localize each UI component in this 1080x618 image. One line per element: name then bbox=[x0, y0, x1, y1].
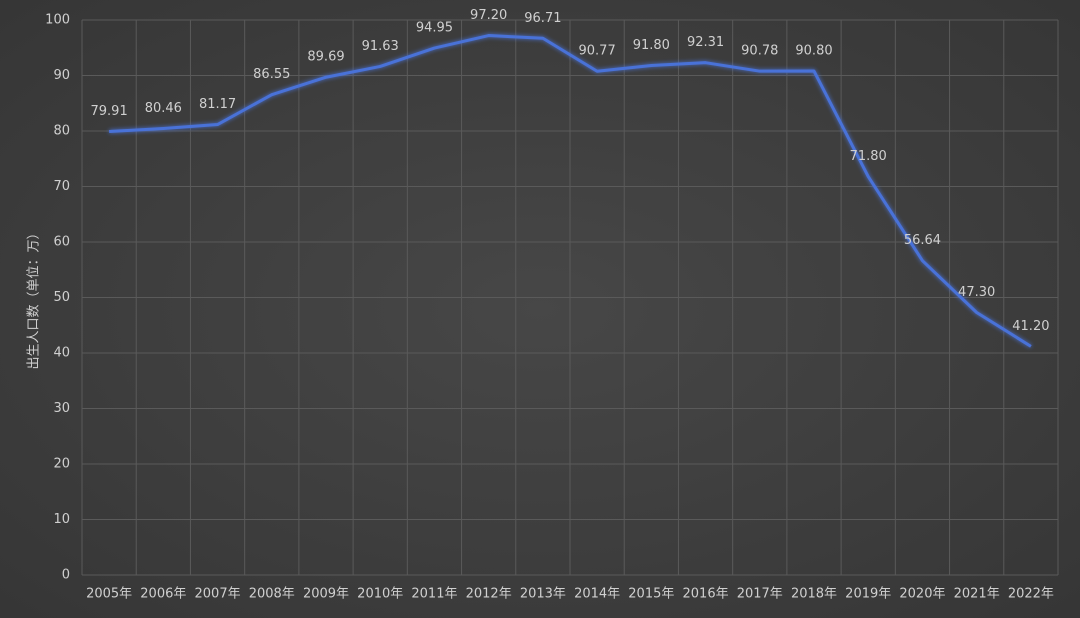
data-label: 47.30 bbox=[958, 285, 995, 300]
data-label: 91.80 bbox=[633, 38, 670, 53]
data-label: 56.64 bbox=[904, 233, 941, 248]
x-tick-label: 2009年 bbox=[303, 587, 349, 602]
x-tick-label: 2016年 bbox=[683, 587, 729, 602]
data-label: 97.20 bbox=[470, 8, 507, 23]
x-tick-label: 2008年 bbox=[249, 587, 295, 602]
y-tick-label: 50 bbox=[53, 290, 70, 305]
y-tick-label: 0 bbox=[62, 568, 70, 583]
x-tick-label: 2018年 bbox=[791, 587, 837, 602]
x-tick-label: 2022年 bbox=[1008, 587, 1054, 602]
x-tick-label: 2014年 bbox=[574, 587, 620, 602]
y-tick-label: 30 bbox=[53, 401, 70, 416]
x-tick-label: 2006年 bbox=[140, 587, 186, 602]
data-label: 90.78 bbox=[741, 44, 778, 59]
x-tick-label: 2012年 bbox=[466, 587, 512, 602]
data-label: 81.17 bbox=[199, 97, 236, 112]
data-label: 79.91 bbox=[91, 104, 128, 119]
x-tick-label: 2019年 bbox=[845, 587, 891, 602]
data-label: 91.63 bbox=[362, 39, 399, 54]
y-tick-label: 100 bbox=[45, 13, 70, 28]
data-label: 89.69 bbox=[307, 50, 344, 65]
data-label: 96.71 bbox=[524, 11, 561, 26]
y-tick-label: 10 bbox=[53, 512, 70, 527]
y-tick-label: 40 bbox=[53, 346, 70, 361]
data-label: 86.55 bbox=[253, 67, 290, 82]
data-label: 41.20 bbox=[1012, 319, 1049, 334]
data-label: 92.31 bbox=[687, 35, 724, 50]
x-tick-label: 2010年 bbox=[357, 587, 403, 602]
x-tick-label: 2011年 bbox=[411, 587, 457, 602]
x-tick-label: 2017年 bbox=[737, 587, 783, 602]
y-axis-label: 出生人口数（单位：万） bbox=[27, 226, 42, 369]
data-label: 94.95 bbox=[416, 21, 453, 36]
y-tick-label: 80 bbox=[53, 124, 70, 139]
data-label: 71.80 bbox=[850, 149, 887, 164]
x-tick-label: 2013年 bbox=[520, 587, 566, 602]
line bbox=[109, 34, 1032, 348]
y-tick-label: 60 bbox=[53, 235, 70, 250]
data-label: 80.46 bbox=[145, 101, 182, 116]
y-tick-label: 90 bbox=[53, 68, 70, 83]
data-label: 90.80 bbox=[795, 44, 832, 59]
x-tick-label: 2021年 bbox=[954, 587, 1000, 602]
x-tick-label: 2007年 bbox=[195, 587, 241, 602]
y-tick-label: 70 bbox=[53, 179, 70, 194]
x-tick-label: 2020年 bbox=[899, 587, 945, 602]
x-tick-label: 2015年 bbox=[628, 587, 674, 602]
data-label: 90.77 bbox=[579, 44, 616, 59]
x-tick-label: 2005年 bbox=[86, 587, 132, 602]
y-tick-label: 20 bbox=[53, 457, 70, 472]
